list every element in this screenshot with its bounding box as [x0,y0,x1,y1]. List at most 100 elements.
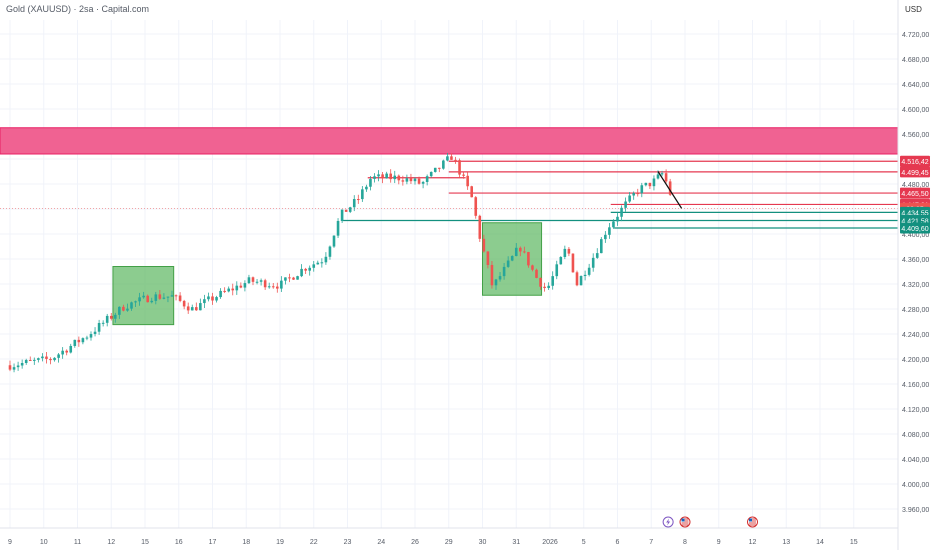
candle [61,350,64,355]
resistance-price-tag [900,155,930,167]
candle [446,156,449,161]
candle [97,322,101,332]
y-tick-label: 4.560,00 [902,132,929,139]
candle [223,290,226,292]
x-tick-label: 7 [649,539,653,546]
candle [69,345,73,353]
x-tick-label: 6 [616,539,620,546]
x-tick-label: 19 [276,539,284,546]
candle [417,178,421,184]
candle [555,264,559,277]
candle [369,178,372,187]
candle [255,281,259,283]
candle [186,306,190,311]
candle [109,315,113,319]
currency-label: USD [905,5,922,14]
candle [401,180,405,182]
candle [381,174,384,179]
candle [365,186,368,190]
x-tick-label: 10 [40,539,48,546]
support-price-tag [900,222,930,234]
candle [162,297,166,299]
candle [648,182,652,187]
candle [105,315,109,323]
candle [668,181,672,195]
candle [239,285,243,288]
x-tick-label: 24 [377,539,385,546]
candle [267,286,271,288]
support-price-label: 4.409,60 [901,226,928,233]
candle [219,290,222,298]
candle [373,176,376,179]
candle [114,314,117,319]
candle [636,193,640,195]
candle [612,221,615,228]
candle [644,182,648,186]
lightning-glyph [666,518,671,526]
candle [442,160,445,169]
candle [57,354,60,358]
candle [203,299,206,304]
candle [344,209,348,212]
candle [494,279,498,286]
candle [138,297,141,302]
candle [340,209,344,221]
x-tick-label: 15 [850,539,858,546]
candle [563,248,567,257]
x-tick-label: 16 [175,539,183,546]
y-tick-label: 4.400,00 [902,232,929,239]
x-tick-label: 2026 [542,539,558,546]
projection-line[interactable] [657,171,683,209]
candle [276,286,279,289]
candle [462,174,465,176]
candle [53,357,56,361]
x-tick-label: 11 [74,539,81,546]
candle [251,277,255,282]
candle [502,266,506,277]
candle [616,216,619,222]
candle [543,286,546,289]
candle [405,178,409,182]
candle [247,277,251,284]
candle [450,156,453,160]
candle [535,269,538,278]
y-tick-label: 4.040,00 [902,457,929,464]
candle [474,197,478,216]
candle [312,264,316,268]
candle [320,262,324,264]
candle [587,267,591,275]
resistance-price-label: 4.516,42 [901,159,928,166]
candle [28,359,32,361]
candle [118,306,121,315]
candle [101,322,105,324]
support-price-label: 4.434,55 [901,210,928,217]
candle [656,174,660,179]
candle [81,338,85,343]
candle [45,356,48,359]
flag-canton [749,518,752,522]
resistance-price-label: 4.499,45 [901,170,928,177]
candle [579,276,583,286]
candle [190,307,194,311]
candle [425,176,429,182]
y-tick-label: 4.480,00 [902,182,929,189]
price-axis[interactable] [898,0,932,550]
candle [336,220,340,236]
candle [207,296,210,300]
x-tick-label: 14 [816,539,824,546]
candle [466,175,469,187]
candle [259,280,263,282]
y-tick-label: 4.360,00 [902,257,929,264]
supply-zone [0,127,899,155]
candle [304,268,307,271]
candle [65,350,68,353]
x-tick-label: 9 [717,539,721,546]
candle [178,295,182,301]
candle [24,359,28,364]
y-tick-label: 4.200,00 [902,357,929,364]
candle [571,253,575,273]
candle [324,256,328,263]
candle [595,253,599,258]
candle [154,294,158,301]
